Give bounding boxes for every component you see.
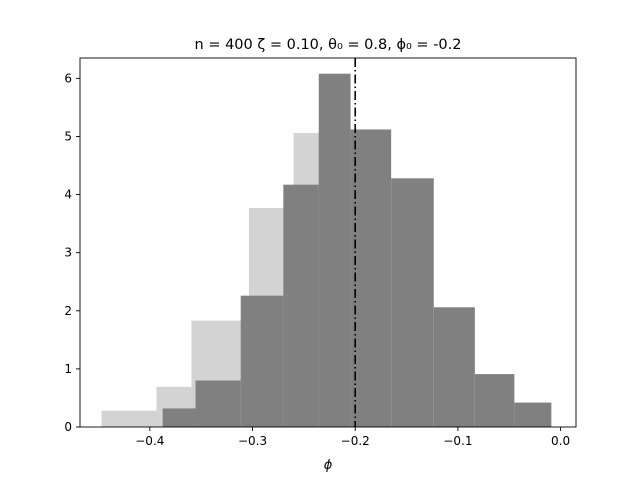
- y-tick-label: 0: [64, 420, 72, 434]
- x-tick-label: 0.0: [551, 434, 570, 448]
- x-tick-label: −0.3: [238, 434, 267, 448]
- bar-series-2-bin-9: [474, 374, 515, 427]
- y-tick-label: 5: [64, 129, 72, 143]
- x-axis-ticks: −0.4 −0.3 −0.2 −0.1 0.0: [135, 427, 570, 448]
- y-axis-ticks: 0 1 2 3 4 5 6: [64, 71, 80, 434]
- bar-series-2-bin-2: [195, 380, 241, 427]
- bar-series-2-bin-6: [350, 129, 392, 427]
- x-axis-label: ϕ: [324, 458, 333, 473]
- bar-series-2-bin-1: [162, 408, 196, 427]
- bar-series-2-bin-8: [433, 307, 475, 427]
- bar-series-2-bin-5: [318, 73, 351, 428]
- bar-series-2-bin-4: [283, 184, 319, 427]
- x-tick-label: −0.4: [135, 434, 164, 448]
- bar-series-2-bin-10: [514, 402, 552, 427]
- chart-title: n = 400 ζ = 0.10, θ₀ = 0.8, ϕ₀ = -0.2: [195, 37, 462, 53]
- bar-series-2-bin-7: [391, 178, 434, 427]
- x-tick-label: −0.1: [443, 434, 472, 448]
- x-tick-label: −0.2: [341, 434, 370, 448]
- bar-series-1-bin-1: [101, 410, 157, 427]
- y-tick-label: 6: [64, 71, 72, 85]
- y-tick-label: 4: [64, 188, 72, 202]
- y-tick-label: 1: [64, 362, 72, 376]
- bar-series-2-bin-3: [240, 295, 284, 427]
- y-tick-label: 2: [64, 304, 72, 318]
- y-tick-label: 3: [64, 246, 72, 260]
- histogram-bars: [101, 73, 552, 428]
- axes-frame: [79, 57, 577, 428]
